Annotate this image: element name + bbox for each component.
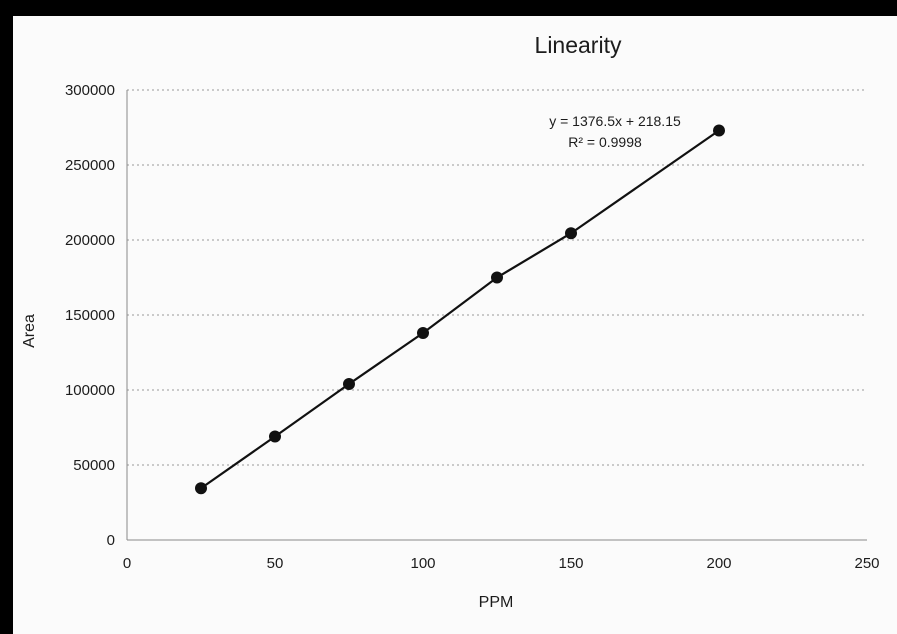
trendline-equation: y = 1376.5x + 218.15	[549, 113, 681, 129]
data-point	[269, 430, 281, 443]
x-tick-label: 0	[123, 555, 131, 572]
data-point	[713, 124, 725, 137]
data-point	[195, 482, 207, 495]
y-axis-title: Area	[21, 314, 38, 348]
data-point	[491, 271, 503, 284]
data-points	[195, 124, 725, 495]
y-tick-label: 100000	[65, 382, 115, 399]
y-tick-label: 200000	[65, 232, 115, 249]
y-tick-label: 300000	[65, 82, 115, 99]
chart-title: Linearity	[535, 32, 622, 58]
data-point	[417, 327, 429, 339]
x-tick-label: 50	[267, 555, 284, 572]
x-tick-label: 150	[558, 555, 583, 572]
x-axis-title: PPM	[479, 594, 514, 611]
data-point	[343, 378, 355, 390]
x-tick-label: 250	[854, 555, 879, 572]
y-tick-label: 0	[107, 532, 115, 549]
x-tick-label: 100	[410, 555, 435, 572]
chart-frame: Linearity 0 50000 100000 150000 200000 250000…	[13, 16, 897, 634]
y-tick-label: 250000	[65, 157, 115, 174]
linearity-chart: Linearity 0 50000 100000 150000 200000 250000…	[21, 32, 880, 611]
x-tick-label: 200	[706, 555, 731, 572]
tick-labels: 0 50000 100000 150000 200000 250000 300000 0 50 1…	[65, 82, 880, 572]
data-point	[565, 227, 577, 240]
y-tick-label: 50000	[73, 457, 115, 474]
gridlines	[127, 89, 867, 466]
y-tick-label: 150000	[65, 307, 115, 324]
r-squared-label: R² = 0.9998	[568, 134, 642, 150]
axes	[126, 90, 867, 541]
